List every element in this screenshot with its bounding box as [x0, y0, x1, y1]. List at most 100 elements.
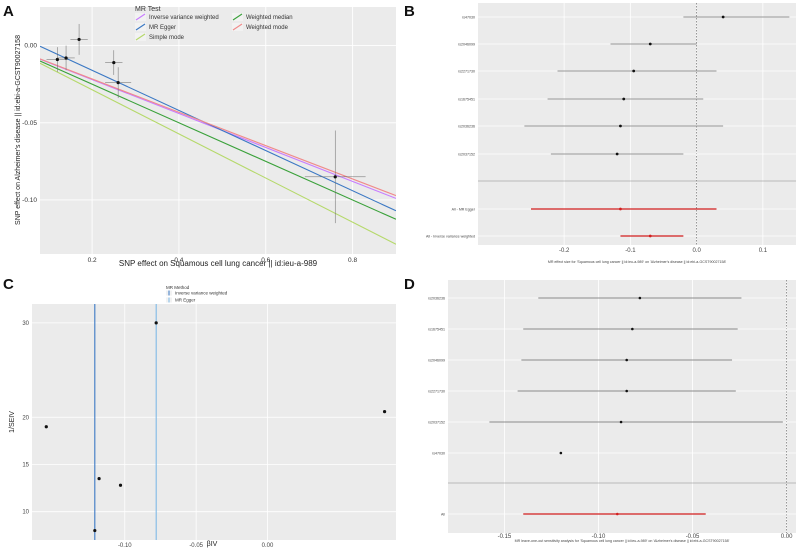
panel-a-y-tick-label: 0.00: [24, 43, 37, 50]
panel-d-leave-one-out-plot: D rs2036236rs1675451rs2046099rs2271730rs…: [404, 276, 796, 543]
panel-a-y-tick-label: -0.05: [22, 120, 37, 127]
panel-a-x-tick-label: 0.4: [174, 257, 183, 264]
panel-d-estimate-point: [631, 327, 634, 331]
panel-b-row: All - Inverse variance weighted: [426, 235, 796, 239]
panel-a-x-tick-label: 0.2: [88, 257, 97, 264]
panel-b-estimate-point: [619, 207, 622, 211]
panel-a-plot-area: [40, 7, 396, 254]
panel-c-legend-item: Inverse variance weighted: [166, 290, 228, 296]
panel-d-x-tick-label: 0.00: [781, 534, 793, 540]
panel-c-x-tick-label: -0.10: [118, 543, 132, 549]
panel-c-y-ticks: 10 15 20 30: [22, 321, 29, 516]
panel-a-points: [46, 23, 366, 224]
panel-d-row: rs1675451: [428, 328, 796, 332]
panel-a-regression-lines: [40, 45, 396, 245]
panel-a-legend-label: Weighted median: [246, 15, 293, 21]
panel-b-row-label: rs2037152: [458, 153, 475, 157]
panel-letter-a: A: [3, 3, 14, 20]
panel-d-row: rs2046099: [428, 359, 796, 363]
panel-d-estimate-point: [625, 358, 629, 362]
panel-d-row: rs2036236: [428, 297, 796, 301]
panel-a-legend-swatch: [135, 13, 146, 21]
panel-c-legend: MR Method Inverse variance weighted MR Eg…: [166, 285, 228, 303]
panel-letter-b: B: [404, 3, 415, 20]
panel-c-x-axis-label: βIV: [207, 541, 218, 548]
panel-b-forest-plot: B rs47030 rs2046099 rs2271730 rs1675451 rs20…: [404, 3, 796, 264]
panel-a-legend-label: Simple mode: [149, 35, 185, 41]
panel-b-row: rs47030: [462, 16, 796, 20]
panel-c-x-tick-label: -0.05: [189, 543, 203, 549]
panel-b-estimate-point: [648, 234, 652, 238]
panel-d-x-tick-label: -0.05: [686, 534, 700, 540]
panel-a-y-ticks: 0.00 -0.05 -0.10: [22, 43, 37, 204]
panel-a-legend-swatch: [135, 33, 146, 41]
panel-d-row: rs47030: [432, 452, 796, 456]
panel-c-plot-area: [32, 304, 396, 540]
panel-d-row-label: rs47030: [432, 452, 445, 456]
panel-b-gridlines: [478, 3, 796, 245]
panel-c-point: [382, 410, 387, 414]
panel-c-point: [93, 528, 97, 533]
panel-c-points: [44, 321, 387, 533]
panel-a-legend-item: MR Egger: [135, 23, 176, 31]
panel-c-legend-label: Inverse variance weighted: [175, 291, 228, 296]
panel-b-x-tick-label: 0.0: [692, 248, 701, 254]
panel-a-point-marker: [333, 175, 337, 179]
panel-d-x-ticks: -0.15 -0.10 -0.05 0.00: [498, 534, 794, 540]
panel-a-legend: MR Test Inverse variance weighted MR Egge…: [135, 6, 293, 41]
panel-b-row-label: rs2046099: [458, 43, 475, 47]
panel-a-line-weighted-mode: [40, 58, 396, 197]
panel-d-estimate-point: [619, 420, 623, 424]
panel-a-legend-swatch: [232, 13, 243, 21]
panel-a-x-tick-label: 0.6: [261, 257, 270, 264]
panel-a-line-weighted-median: [40, 60, 396, 220]
panel-b-row: All - MR Egger: [452, 208, 796, 212]
panel-a-x-ticks: 0.2 0.4 0.6 0.8: [88, 257, 358, 264]
panel-c-y-tick-label: 15: [22, 462, 29, 468]
panel-d-x-axis-label: MR leave-one-out sensitivity analysis fo…: [515, 539, 730, 543]
panel-b-row-label: rs2036236: [458, 125, 475, 129]
panel-b-x-tick-label: -0.1: [625, 248, 636, 254]
panel-a-gridlines: [40, 7, 396, 254]
panel-b-rows: rs47030 rs2046099 rs2271730 rs1675451 rs2036…: [426, 16, 796, 239]
panel-d-row-label: rs2271730: [428, 390, 445, 394]
panel-b-x-axis-label: MR effect size for 'Squamous cell lung c…: [548, 260, 727, 264]
panel-b-estimate-point: [632, 69, 636, 73]
panel-c-legend-item: MR Egger: [166, 297, 196, 303]
panel-b-estimate-point: [622, 97, 626, 101]
panel-b-estimate-point: [648, 42, 652, 46]
panel-b-estimate-point: [615, 152, 619, 156]
panel-d-gridlines: [448, 280, 796, 533]
panel-a-line-simple-mode: [40, 62, 396, 245]
panel-c-y-axis-label: 1/SEIV: [9, 411, 16, 433]
panel-a-legend-item: Weighted mode: [232, 23, 289, 31]
panel-b-x-tick-label: -0.2: [559, 248, 570, 254]
panel-a-y-tick-label: -0.10: [22, 197, 37, 204]
panel-letter-c: C: [3, 276, 14, 293]
panel-a-legend-label: Weighted mode: [246, 25, 289, 31]
panel-b-plot-area: [478, 3, 796, 245]
panel-d-row-label: rs2037152: [428, 421, 445, 425]
panel-b-estimate-point: [721, 15, 725, 19]
panel-b-x-tick-label: 0.1: [759, 248, 768, 254]
panel-d-estimate-point: [559, 451, 563, 455]
panel-a-legend-item: Inverse variance weighted: [135, 13, 219, 21]
panel-d-row-label: All: [441, 513, 445, 517]
panel-c-x-tick-label: 0.00: [262, 543, 274, 549]
panel-a-point-marker: [64, 56, 68, 60]
panel-c-funnel-plot: C -0.10 -0.05 0.00 10 15 20 30 βIV 1/SEIV MR …: [3, 276, 396, 549]
panel-a-legend-swatch: [232, 23, 243, 31]
panel-c-point: [97, 477, 101, 481]
panel-a-x-tick-label: 0.8: [348, 257, 357, 264]
panel-b-row-label: All - MR Egger: [452, 208, 476, 212]
panel-b-row-label: All - Inverse variance weighted: [426, 235, 475, 239]
panel-a-x-axis-label: SNP effect on Squamous cell lung cancer …: [119, 259, 318, 268]
panel-a-snp-point: [57, 45, 75, 71]
panel-a-legend-item: Weighted median: [232, 13, 293, 21]
panel-a-legend-label: Inverse variance weighted: [149, 15, 219, 21]
panel-a-legend-label: MR Egger: [149, 25, 176, 31]
panel-b-row-label: rs2271730: [458, 70, 475, 74]
panel-c-gridlines: [32, 304, 396, 540]
panel-b-x-ticks: -0.2 -0.1 0.0 0.1: [559, 248, 768, 254]
panel-a-snp-point: [70, 23, 88, 55]
